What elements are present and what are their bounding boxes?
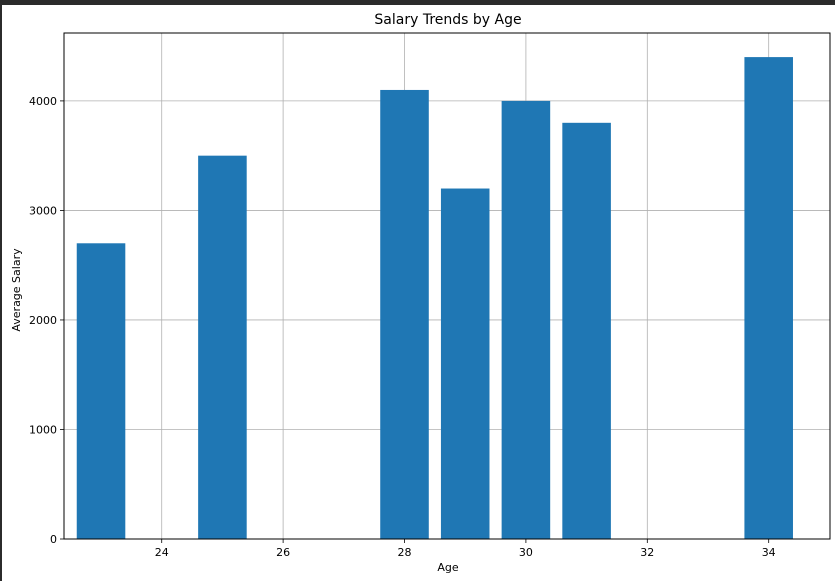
y-axis-ticks: 0 1000 2000 3000 4000 [29, 95, 64, 546]
y-tick-label: 4000 [29, 95, 57, 108]
x-tick-label: 34 [762, 546, 776, 559]
x-tick-label: 30 [519, 546, 533, 559]
x-axis-ticks: 24 26 28 30 32 34 [155, 539, 776, 559]
x-tick-label: 28 [398, 546, 412, 559]
y-tick-label: 1000 [29, 423, 57, 436]
bar [440, 188, 490, 539]
figure-window: Salary Trends by Age 24 26 28 30 32 34 0 1000 2… [0, 5, 835, 581]
bar [380, 89, 429, 539]
y-tick-label: 0 [50, 533, 57, 546]
y-tick-label: 2000 [29, 314, 57, 327]
y-tick-label: 3000 [29, 204, 57, 217]
x-axis-label: Age [437, 561, 459, 574]
chart-title: Salary Trends by Age [374, 12, 521, 28]
bar [198, 155, 247, 539]
bar [744, 57, 793, 539]
x-tick-label: 26 [276, 546, 290, 559]
x-tick-label: 24 [155, 546, 169, 559]
bar [562, 122, 611, 540]
x-tick-label: 32 [640, 546, 654, 559]
bar-chart: Salary Trends by Age 24 26 28 30 32 34 0 1000 2… [10, 12, 831, 574]
bar [501, 100, 551, 540]
y-axis-label: Average Salary [10, 248, 23, 332]
bar [76, 243, 126, 540]
bars [76, 57, 793, 540]
plot-frame [63, 32, 831, 540]
